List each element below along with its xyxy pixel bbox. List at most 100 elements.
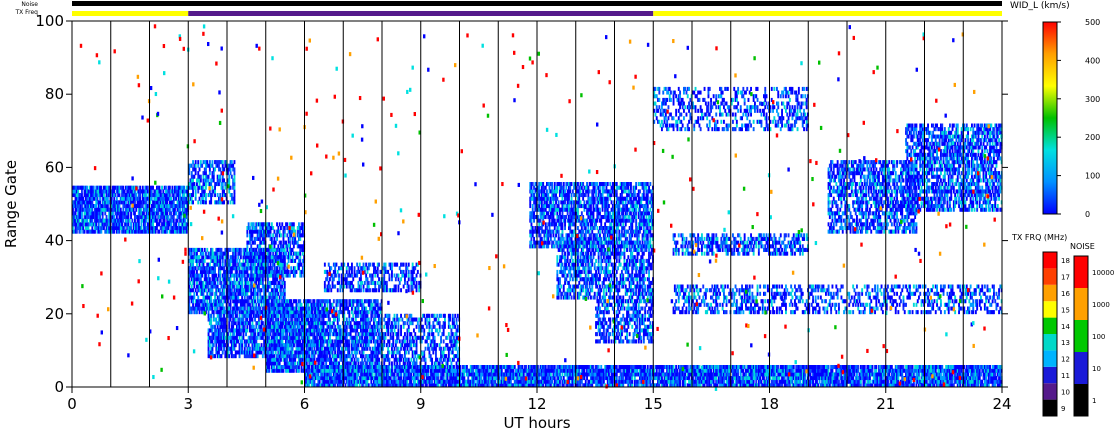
echo-cell: [237, 339, 240, 344]
echo-cell: [121, 189, 123, 194]
echo-cell: [176, 229, 179, 234]
echo-cell: [267, 251, 269, 256]
echo-cell: [130, 196, 132, 201]
echo-cell: [201, 302, 204, 307]
echo-cell: [298, 368, 300, 373]
echo-cell: [251, 306, 254, 311]
echo-cell: [104, 229, 107, 234]
echo-cell: [252, 324, 255, 329]
echo-cell: [285, 240, 287, 245]
echo-cell: [92, 196, 95, 201]
echo-cell: [232, 178, 235, 183]
echo-cell: [115, 229, 118, 234]
echo-cell: [242, 299, 245, 304]
echo-cell: [245, 299, 247, 304]
echo-cell: [121, 229, 123, 234]
echo-cell: [286, 247, 289, 252]
echo-cell: [79, 226, 82, 231]
echo-cell: [220, 291, 223, 296]
echo-cell: [239, 306, 242, 311]
echo-cell: [223, 291, 225, 296]
echo-cell: [250, 324, 253, 329]
echo-cell: [152, 211, 154, 216]
echo-cell: [219, 339, 222, 344]
echo-cell: [272, 295, 275, 300]
echo-cell: [175, 218, 178, 223]
echo-cell: [296, 321, 299, 326]
echo-cell: [157, 196, 160, 201]
echo-cell: [232, 196, 235, 201]
echo-cell: [292, 226, 295, 231]
echo-cell: [289, 339, 291, 344]
echo-cell: [278, 222, 281, 227]
echo-cell: [282, 236, 285, 241]
echo-cell: [189, 251, 192, 256]
echo-cell: [78, 185, 81, 190]
echo-cell: [312, 343, 315, 348]
echo-cell: [256, 354, 259, 359]
echo-cell: [152, 185, 154, 190]
echo-cell: [348, 339, 351, 344]
echo-cell: [283, 226, 286, 231]
echo-cell: [259, 332, 262, 337]
echo-cell: [252, 262, 255, 267]
echo-cell: [190, 185, 193, 190]
echo-cell: [197, 189, 200, 194]
echo-cell: [259, 335, 262, 340]
echo-cell: [286, 273, 289, 278]
echo-cell: [223, 306, 225, 311]
echo-cell: [259, 280, 262, 285]
echo-cell: [239, 288, 242, 293]
echo-cell: [82, 218, 85, 223]
echo-cell: [221, 302, 224, 307]
echo-cell: [274, 273, 277, 278]
echo-cell: [99, 185, 101, 190]
echo-cell: [230, 269, 233, 274]
echo-cell: [318, 317, 321, 322]
echo-cell: [256, 328, 259, 333]
echo-cell: [122, 204, 125, 209]
echo-cell: [78, 226, 81, 231]
echo-cell: [219, 317, 222, 322]
echo-cell: [367, 343, 370, 348]
echo-cell: [106, 193, 109, 198]
echo-cell: [149, 215, 152, 220]
echo-cell: [208, 328, 211, 333]
echo-cell: [260, 240, 263, 245]
echo-cell: [252, 288, 255, 293]
echo-cell: [291, 324, 294, 329]
echo-cell: [189, 258, 192, 263]
echo-cell: [127, 189, 130, 194]
echo-cell: [300, 328, 303, 333]
echo-cell: [233, 247, 236, 252]
echo-cell: [245, 317, 247, 322]
echo-cell: [199, 160, 202, 165]
echo-cell: [277, 255, 280, 260]
echo-cell: [249, 317, 251, 322]
echo-cell: [137, 229, 140, 234]
echo-cell: [224, 335, 227, 340]
echo-cell: [265, 266, 268, 271]
echo-cell: [259, 266, 262, 271]
echo-cell: [234, 266, 237, 271]
echo-cell: [252, 310, 255, 315]
echo-cell: [141, 215, 144, 220]
echo-cell: [211, 284, 214, 289]
echo-cell: [193, 310, 196, 315]
echo-cell: [259, 299, 262, 304]
echo-cell: [267, 266, 269, 271]
echo-cell: [254, 295, 256, 300]
echo-cell: [219, 255, 222, 260]
echo-cell: [103, 222, 105, 227]
echo-cell: [258, 313, 260, 318]
echo-cell: [180, 218, 183, 223]
echo-cell: [96, 226, 99, 231]
echo-cell: [208, 277, 211, 282]
echo-cell: [265, 350, 268, 355]
echo-cell: [232, 335, 235, 340]
echo-cell: [108, 222, 111, 227]
echo-cell: [126, 207, 129, 212]
echo-cell: [176, 189, 179, 194]
echo-cell: [184, 226, 187, 231]
echo-cell: [189, 178, 192, 183]
